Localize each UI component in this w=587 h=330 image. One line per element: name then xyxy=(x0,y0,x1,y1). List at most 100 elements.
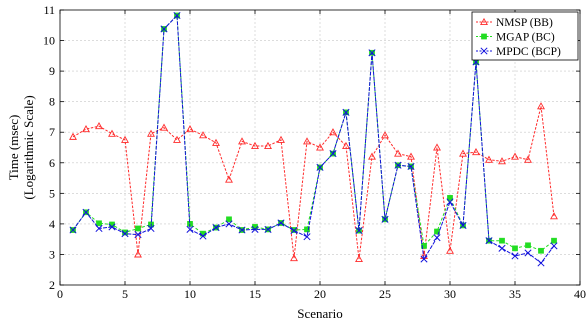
data-point xyxy=(277,219,285,227)
series-nmsp-bb xyxy=(69,102,558,263)
data-point xyxy=(446,246,454,254)
data-point xyxy=(147,224,155,233)
legend-label: MPDC (BCP) xyxy=(496,46,561,58)
marker-stroke xyxy=(459,221,467,229)
marker-stroke xyxy=(303,233,311,241)
data-point xyxy=(498,157,506,165)
marker-stroke xyxy=(355,227,363,235)
data-point xyxy=(108,129,116,137)
data-point xyxy=(512,245,518,252)
marker-stroke xyxy=(186,225,194,233)
legend-label: NMSP (BB) xyxy=(496,17,553,29)
marker-stroke xyxy=(277,219,285,227)
data-point xyxy=(355,227,363,235)
marker-stroke xyxy=(368,49,376,57)
data-point xyxy=(264,141,272,149)
data-point xyxy=(304,226,310,233)
x-tick-label: 5 xyxy=(122,287,128,301)
data-point xyxy=(537,102,545,110)
data-point xyxy=(199,232,207,240)
data-point xyxy=(524,155,532,163)
data-point xyxy=(303,233,311,241)
x-tick-label: 0 xyxy=(57,287,63,301)
data-point xyxy=(537,259,545,267)
data-point xyxy=(264,225,272,233)
data-point xyxy=(290,227,298,235)
legend-box xyxy=(471,11,579,61)
data-point xyxy=(446,198,454,206)
data-point xyxy=(499,237,505,244)
marker-stroke xyxy=(225,220,233,228)
data-point xyxy=(485,155,493,163)
marker-stroke xyxy=(381,215,389,223)
y-tick-label: 7 xyxy=(49,125,55,139)
data-point xyxy=(226,216,232,223)
data-point xyxy=(121,135,129,143)
data-point xyxy=(433,143,441,151)
marker-stroke xyxy=(480,47,488,55)
y-tick-label: 3 xyxy=(49,247,55,261)
y-tick-label: 2 xyxy=(49,278,55,292)
x-tick-label: 40 xyxy=(574,287,586,301)
marker-stroke xyxy=(212,224,220,232)
data-point xyxy=(394,149,402,157)
data-point xyxy=(212,138,220,146)
marker-stroke xyxy=(394,161,402,169)
marker-stroke xyxy=(95,224,103,233)
data-point xyxy=(122,229,128,236)
data-point xyxy=(173,135,181,143)
data-point xyxy=(459,149,467,157)
y-axis-label: Time (msec) xyxy=(6,115,21,181)
x-tick-label: 30 xyxy=(444,287,456,301)
data-point xyxy=(472,147,480,156)
data-point xyxy=(550,212,558,220)
data-point xyxy=(134,250,142,258)
marker-stroke xyxy=(251,225,259,233)
data-point xyxy=(251,225,259,233)
data-point xyxy=(407,152,415,160)
data-point xyxy=(381,131,389,139)
data-point xyxy=(485,237,493,245)
y-tick-label: 10 xyxy=(43,34,55,48)
marker-stroke xyxy=(82,208,90,216)
data-point xyxy=(368,49,376,57)
series-line-nmsp-bb xyxy=(72,106,555,260)
data-point xyxy=(160,123,168,131)
marker-stroke xyxy=(550,242,558,250)
data-point xyxy=(329,150,337,158)
data-point xyxy=(135,225,141,232)
data-point xyxy=(316,143,324,151)
marker-stroke xyxy=(407,162,415,170)
data-point xyxy=(394,161,402,169)
data-point xyxy=(407,162,415,170)
data-point xyxy=(95,224,103,233)
legend-marker xyxy=(481,33,487,40)
data-point xyxy=(355,254,363,263)
legend-label: MGAP (BC) xyxy=(496,32,555,44)
y-tick-label: 4 xyxy=(49,217,55,231)
legend-entry-nmsp-bb: NMSP (BB) xyxy=(476,17,553,29)
marker-stroke xyxy=(238,226,246,234)
data-point xyxy=(186,125,194,133)
marker-stroke xyxy=(199,232,207,240)
marker-stroke xyxy=(316,163,324,171)
x-tick-label: 15 xyxy=(249,287,261,301)
x-tick-label: 20 xyxy=(314,287,326,301)
marker-stroke xyxy=(121,230,129,238)
legend-entry-mgap-bc: MGAP (BC) xyxy=(476,32,555,44)
data-point xyxy=(342,141,350,149)
legend-marker xyxy=(480,47,488,55)
marker-stroke xyxy=(173,11,181,20)
y-tick-label: 6 xyxy=(49,156,55,170)
y-tick-label: 5 xyxy=(49,186,55,200)
data-point xyxy=(251,141,259,149)
data-point xyxy=(342,108,350,116)
data-point xyxy=(225,220,233,228)
data-point xyxy=(303,137,311,145)
marker-stroke xyxy=(524,249,532,257)
marker-stroke xyxy=(69,226,77,234)
marker-stroke xyxy=(446,198,454,206)
data-point xyxy=(147,129,155,137)
axis-ticks: 0 5 10 15 20 25 30 35 40 2 3 4 5 6 7 8 9 10 11 xyxy=(43,3,586,301)
